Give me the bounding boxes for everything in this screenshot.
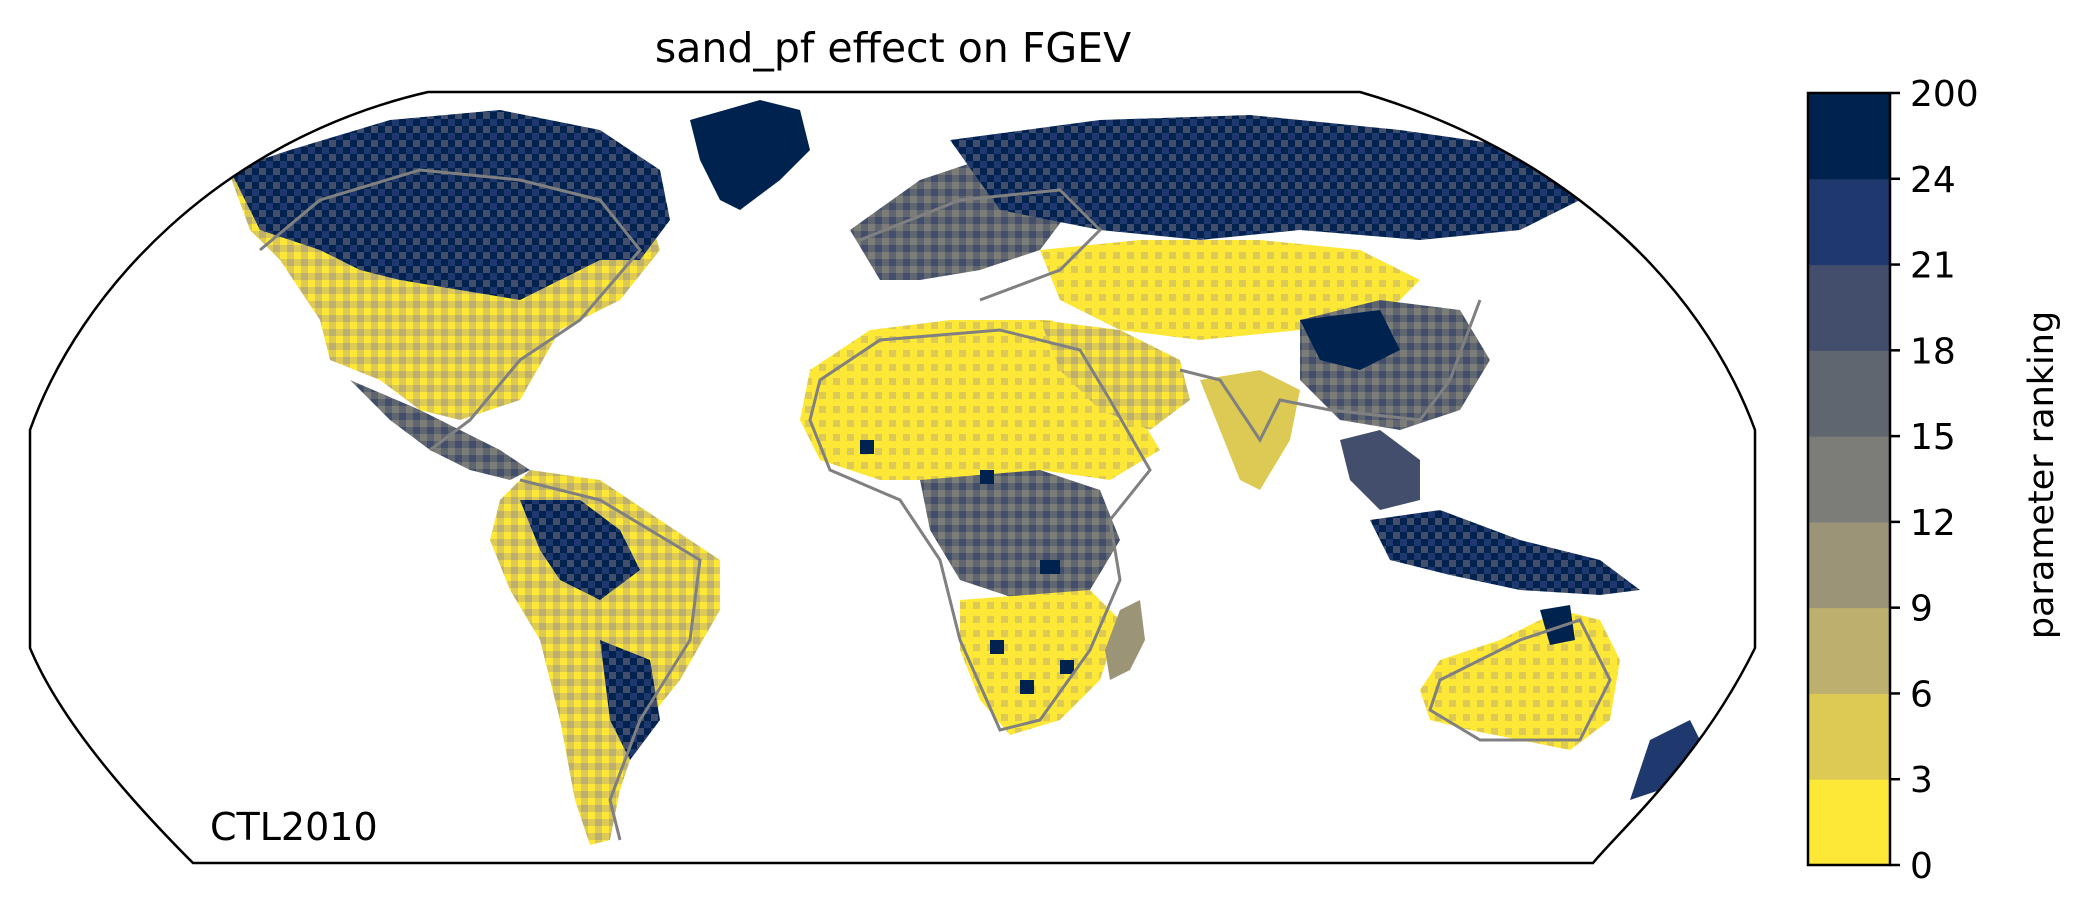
colorbar-label: parameter ranking xyxy=(2022,311,2062,639)
colorbar-bin-2 xyxy=(1808,607,1890,694)
colorbar-tick-label: 9 xyxy=(1910,589,1933,630)
colorbar-bin-8 xyxy=(1808,93,1890,180)
region-southeast-asia xyxy=(1340,430,1420,510)
region-indonesia xyxy=(1370,510,1640,595)
colorbar-bin-4 xyxy=(1808,436,1890,523)
region-greenland xyxy=(690,100,810,210)
region-india xyxy=(1200,370,1300,490)
globe-outline xyxy=(28,90,1757,865)
map-panel xyxy=(230,100,1700,845)
region-central-africa xyxy=(920,470,1120,600)
colorbar-bin-7 xyxy=(1808,178,1890,266)
colorbar-tick-label: 200 xyxy=(1910,74,1979,115)
run-label: CTL2010 xyxy=(210,805,378,849)
colorbar-tick-label: 18 xyxy=(1910,331,1956,372)
colorbar-tick-label: 12 xyxy=(1910,503,1956,544)
colorbar-bin-1 xyxy=(1808,693,1890,780)
region-new-zealand xyxy=(1630,720,1700,800)
colorbar-frame xyxy=(1806,91,1892,867)
colorbar-tick-label: 15 xyxy=(1910,417,1956,458)
colorbar-bin-3 xyxy=(1808,521,1890,609)
region-central-america xyxy=(350,380,530,480)
colorbar-bin-5 xyxy=(1808,350,1890,437)
region-canada-arctic xyxy=(230,110,670,300)
region-siberia xyxy=(950,115,1580,240)
colorbar-tick-label: 21 xyxy=(1910,246,1956,287)
colorbar-tick-label: 3 xyxy=(1910,760,1933,801)
map-title: sand_pf effect on FGEV xyxy=(655,24,1131,72)
colorbar-tick-label: 24 xyxy=(1910,160,1956,201)
region-madagascar xyxy=(1105,600,1145,680)
region-middle-east xyxy=(1040,320,1190,430)
land-cells xyxy=(230,100,1700,845)
coastlines xyxy=(259,168,1612,841)
region-amazon xyxy=(520,500,640,600)
colorbar-bin-6 xyxy=(1808,264,1890,351)
region-australia xyxy=(1420,610,1620,750)
colorbar: 0 3 6 9 12 15 18 21 24 200 xyxy=(1806,74,1979,887)
colorbar-tick-label: 6 xyxy=(1910,674,1933,715)
colorbar-bin-0 xyxy=(1808,779,1890,866)
region-southern-africa xyxy=(960,590,1120,735)
colorbar-tick-label: 0 xyxy=(1910,846,1933,887)
